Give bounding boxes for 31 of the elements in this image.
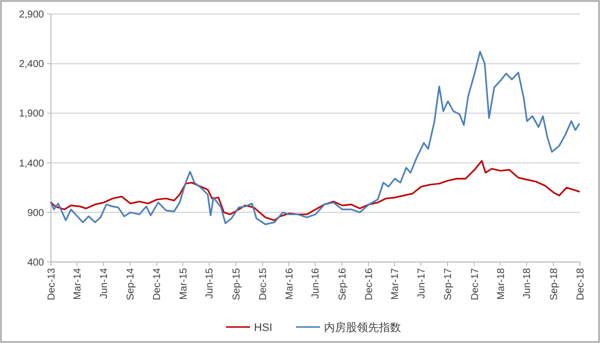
x-tick-label: Dec-17 [470, 268, 481, 300]
y-tick-label: 900 [27, 208, 44, 219]
y-tick-label: 2,900 [18, 10, 44, 20]
x-tick-label: Jun-18 [522, 268, 534, 299]
x-tick-label: Jun-17 [416, 268, 428, 299]
x-tick-label: Jun-15 [204, 268, 216, 299]
x-tick-label: Mar-17 [390, 268, 402, 300]
line-series [50, 50, 580, 226]
x-tick-label: Mar-14 [72, 268, 84, 300]
x-tick-label: Jun-14 [98, 268, 110, 299]
x-tick-label: Sep-14 [126, 268, 137, 300]
x-tick-label: Sep-17 [443, 268, 454, 300]
x-tick-label: Mar-15 [178, 268, 190, 300]
x-tick-label: Dec-15 [258, 268, 269, 300]
y-tick-label: 400 [27, 258, 44, 268]
line-series [50, 160, 580, 222]
x-tick-label: Jun-16 [310, 268, 322, 299]
x-tick-label: Sep-18 [548, 268, 560, 300]
x-tick-label: Dec-13 [46, 268, 58, 300]
y-tick-label: 2,400 [18, 59, 44, 70]
x-tick-label: Sep-15 [231, 268, 242, 300]
x-tick-label: Mar-18 [496, 268, 507, 300]
x-tick-label: Dec-18 [576, 268, 586, 300]
y-tick-label: 1,400 [18, 158, 44, 170]
x-tick-label: Dec-16 [364, 268, 376, 300]
x-tick-label: Mar-16 [284, 268, 296, 300]
x-tick-label: Dec-14 [152, 268, 164, 300]
x-tick-label: Sep-16 [337, 268, 348, 300]
y-tick-label: 1,900 [18, 108, 44, 120]
legend-label: HSI [254, 322, 272, 334]
legend-label: 内房股领先指数 [324, 320, 401, 334]
